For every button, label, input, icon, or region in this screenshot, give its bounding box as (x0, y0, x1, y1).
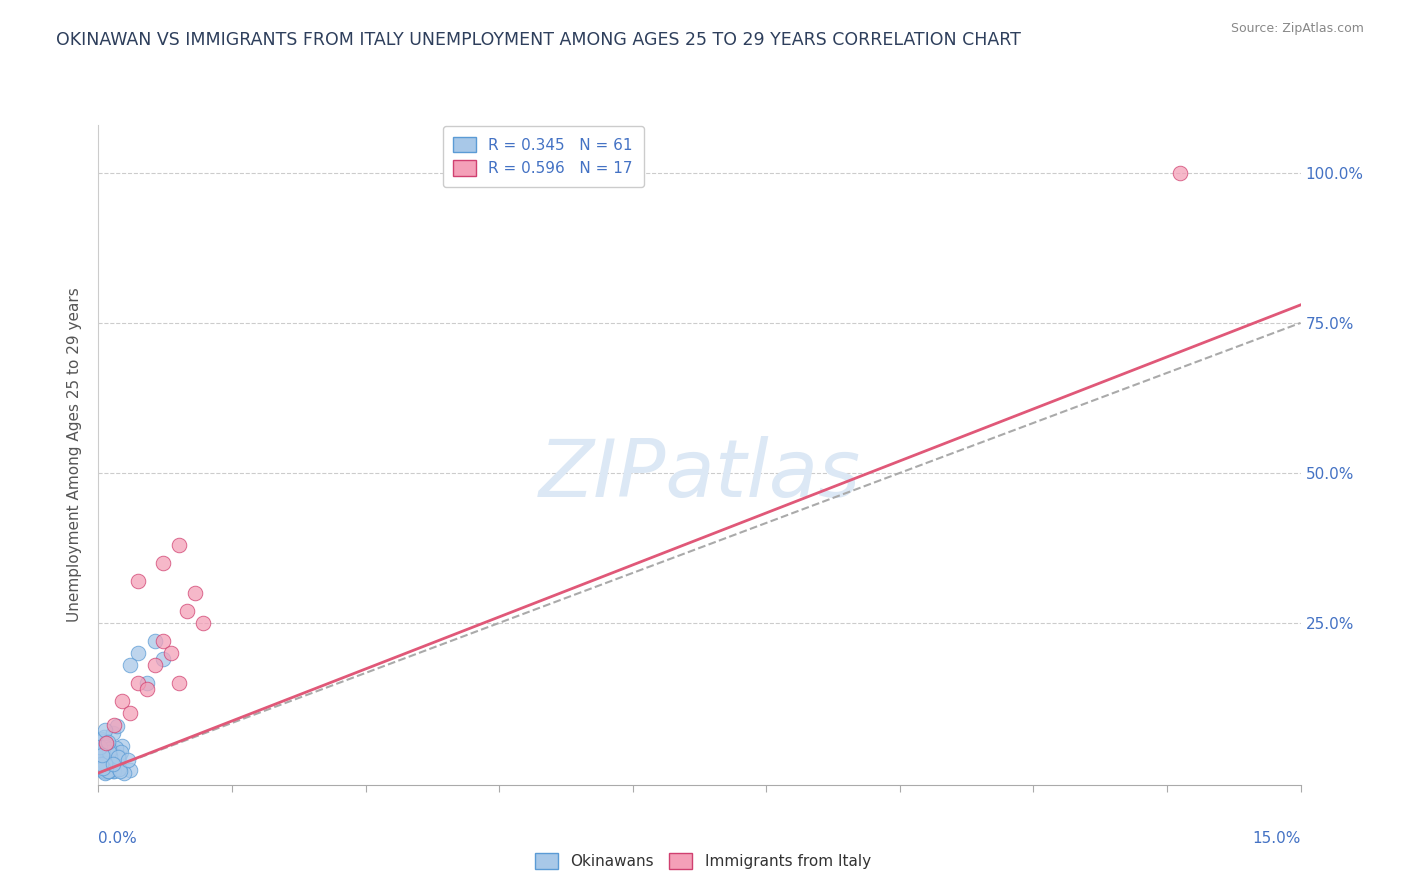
Point (96, 760, 118, 774)
Point (93, 748, 115, 763)
Point (105, 741, 128, 756)
Point (90, 734, 112, 748)
Point (118, 763, 141, 777)
Point (87, 746, 110, 760)
Point (89, 758, 111, 772)
Point (112, 766, 135, 780)
Point (100, 742, 122, 756)
Point (107, 760, 129, 774)
Point (128, 646, 150, 660)
Point (94, 739, 117, 754)
Point (152, 556, 174, 570)
Point (108, 764, 131, 779)
Point (89, 758, 111, 772)
Text: 15.0%: 15.0% (1253, 831, 1301, 847)
Point (89, 739, 111, 754)
Point (91, 764, 114, 778)
Point (110, 745, 132, 759)
Point (97, 735, 120, 749)
Point (98, 749, 121, 764)
Point (94, 723, 117, 738)
Point (91, 747, 114, 761)
Point (94, 765, 117, 780)
Point (90, 748, 112, 763)
Point (98, 741, 121, 756)
Point (96, 764, 118, 779)
Point (103, 718, 125, 732)
Text: OKINAWAN VS IMMIGRANTS FROM ITALY UNEMPLOYMENT AMONG AGES 25 TO 29 YEARS CORRELA: OKINAWAN VS IMMIGRANTS FROM ITALY UNEMPL… (56, 31, 1021, 49)
Point (167, 676, 190, 690)
Point (111, 694, 134, 708)
Point (94, 756, 117, 771)
Point (103, 764, 125, 779)
Point (91, 761, 114, 775)
Point (107, 750, 129, 764)
Point (135, 681, 157, 696)
Point (101, 757, 124, 772)
Point (120, 657, 142, 672)
Legend: R = 0.345   N = 61, R = 0.596   N = 17: R = 0.345 N = 61, R = 0.596 N = 17 (443, 126, 644, 187)
Point (100, 756, 122, 771)
Y-axis label: Unemployment Among Ages 25 to 29 years: Unemployment Among Ages 25 to 29 years (67, 287, 83, 623)
Point (108, 762, 131, 776)
Point (97, 745, 120, 759)
Point (183, 586, 205, 600)
Point (128, 676, 150, 690)
Point (191, 615, 214, 630)
Point (97, 745, 120, 759)
Point (94, 745, 117, 759)
Point (96, 764, 118, 779)
Point (159, 646, 181, 660)
Point (101, 757, 124, 772)
Text: Source: ZipAtlas.com: Source: ZipAtlas.com (1230, 22, 1364, 36)
Point (128, 574, 150, 588)
Point (135, 676, 157, 690)
Point (93, 755, 115, 769)
Point (90, 757, 112, 772)
Point (152, 652, 174, 666)
Point (105, 719, 128, 733)
Point (143, 634, 166, 648)
Point (94, 749, 117, 764)
Point (103, 764, 125, 779)
Point (96, 736, 118, 750)
Text: 0.0%: 0.0% (98, 831, 138, 847)
Point (120, 706, 142, 720)
Point (87, 745, 110, 759)
Point (89, 752, 111, 766)
Text: ZIPatlas: ZIPatlas (538, 435, 860, 514)
Point (176, 604, 198, 618)
Point (1170, 166, 1192, 180)
Point (91, 764, 114, 778)
Point (152, 634, 174, 648)
Point (91, 747, 114, 762)
Legend: Okinawans, Immigrants from Italy: Okinawans, Immigrants from Italy (529, 847, 877, 875)
Point (111, 739, 134, 753)
Point (89, 744, 111, 758)
Point (94, 761, 117, 775)
Point (101, 725, 124, 739)
Point (91, 741, 114, 756)
Point (143, 657, 166, 672)
Point (91, 746, 114, 760)
Point (97, 764, 120, 778)
Point (90, 732, 112, 747)
Point (117, 753, 139, 767)
Point (108, 749, 131, 764)
Point (91, 761, 114, 775)
Point (96, 756, 118, 771)
Point (167, 538, 190, 552)
Point (96, 747, 118, 762)
Point (97, 764, 120, 779)
Point (93, 730, 115, 744)
Point (96, 754, 118, 768)
